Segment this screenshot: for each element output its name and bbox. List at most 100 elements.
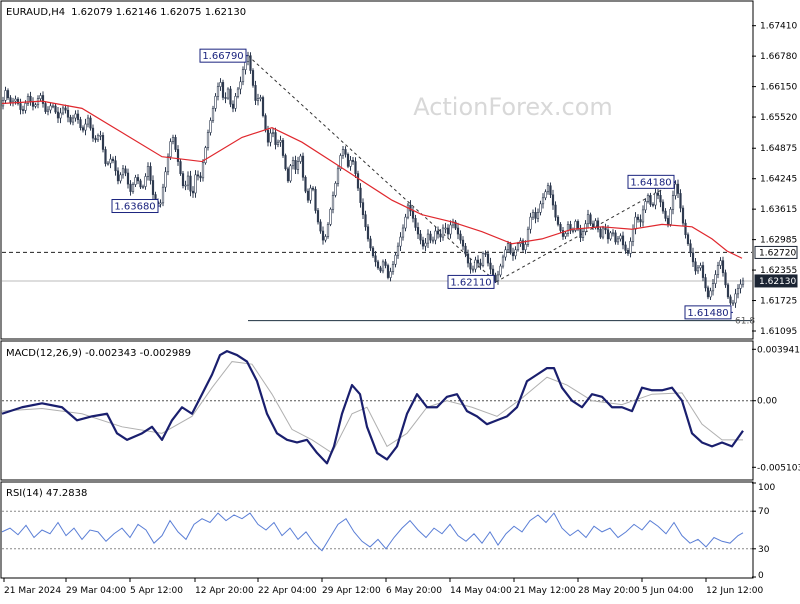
candle-body xyxy=(569,224,572,231)
candle-body xyxy=(711,283,715,292)
candle-body xyxy=(421,239,425,247)
candle-body xyxy=(639,219,642,223)
candle-body xyxy=(444,227,447,230)
candle-body xyxy=(441,227,445,238)
candle-body xyxy=(691,252,695,263)
candle-body xyxy=(101,135,105,150)
candle-body xyxy=(361,202,365,216)
macd-title: MACD(12,26,9) -0.002343 -0.002989 xyxy=(6,348,191,359)
candle-body xyxy=(664,210,667,219)
candle-body xyxy=(214,95,217,109)
candle-body xyxy=(696,267,700,272)
candle-body xyxy=(349,160,352,167)
candle-body xyxy=(516,243,520,251)
candle-body xyxy=(119,174,122,182)
candle-body xyxy=(234,95,237,109)
candle-body xyxy=(96,135,100,141)
candle-body xyxy=(659,195,662,203)
candle-body xyxy=(279,140,282,143)
candle-body xyxy=(391,263,395,272)
watermark: ActionForex.com xyxy=(413,93,613,121)
candle-body xyxy=(271,132,275,134)
macd-axis-label: 0.00 xyxy=(757,397,777,407)
candle-body xyxy=(511,252,515,257)
candle-body xyxy=(169,141,172,158)
candle-body xyxy=(356,173,360,189)
candle-body xyxy=(526,228,530,245)
candle-body xyxy=(661,201,665,212)
candle-body xyxy=(276,141,280,145)
candle-body xyxy=(166,156,170,173)
annotation-box xyxy=(684,305,732,320)
candle-body xyxy=(636,216,640,220)
candle-body xyxy=(159,202,162,205)
candle-body xyxy=(219,82,222,87)
candle-body xyxy=(26,95,30,104)
candle-body xyxy=(241,69,245,83)
axes-layer: 1.67410 1.66780 1.66150 1.65520 1.64875 1.642… xyxy=(3,22,800,596)
candle-body xyxy=(389,271,392,278)
candle-body xyxy=(736,288,740,295)
candle-body xyxy=(446,227,450,235)
candle-body xyxy=(249,55,252,71)
candle-body xyxy=(181,173,185,187)
candle-body xyxy=(579,228,582,238)
candle-body xyxy=(126,172,130,185)
price-axis-label: 1.67410 xyxy=(760,22,797,32)
candle-body xyxy=(239,81,242,90)
candle-body xyxy=(346,153,350,167)
candle-body xyxy=(374,255,377,263)
macd-line xyxy=(1,350,744,465)
candle-body xyxy=(254,85,257,101)
candle-body xyxy=(561,230,565,237)
candle-body xyxy=(649,195,652,205)
candle-body xyxy=(211,108,215,121)
candle-body xyxy=(89,117,92,129)
candle-body xyxy=(406,204,410,218)
candle-body xyxy=(506,243,510,251)
candle-body xyxy=(19,103,22,110)
candle-body xyxy=(179,161,182,174)
rsi-axis-label: 30 xyxy=(758,545,770,555)
candle-body xyxy=(626,250,630,254)
candle-body xyxy=(404,216,407,229)
candle-body xyxy=(29,95,32,102)
rsi-title: RSI(14) 47.2838 xyxy=(6,488,87,499)
candle-body xyxy=(129,183,132,192)
time-axis-label: 5 Apr 12:00 xyxy=(130,586,183,596)
candle-body xyxy=(56,111,60,119)
candle-body xyxy=(111,158,115,162)
candle-body xyxy=(231,103,235,109)
candle-body xyxy=(94,137,97,141)
candle-body xyxy=(256,98,260,101)
price-axis-label: 1.62355 xyxy=(760,266,797,276)
candle-body xyxy=(656,192,660,196)
candle-body xyxy=(294,160,297,170)
candle-body xyxy=(721,260,725,274)
time-axis-label: 12 Jun 12:00 xyxy=(706,586,763,596)
candle-body xyxy=(724,272,727,286)
candle-body xyxy=(44,103,47,112)
candle-body xyxy=(549,185,552,196)
candle-body xyxy=(651,204,655,206)
candle-body xyxy=(631,228,635,242)
candle-body xyxy=(576,221,580,230)
candle-body xyxy=(316,210,320,223)
candle-body xyxy=(16,98,20,104)
candle-body xyxy=(646,195,650,202)
candle-body xyxy=(116,170,120,182)
candle-body xyxy=(401,227,405,238)
candle-body xyxy=(224,97,227,99)
candle-body xyxy=(246,55,250,62)
candle-body xyxy=(99,135,102,137)
candle-body xyxy=(6,90,10,99)
candle-body xyxy=(424,242,427,247)
rsi-axis-label: 100 xyxy=(758,483,775,493)
candle-body xyxy=(364,214,367,228)
candle-body xyxy=(534,212,537,219)
candle-body xyxy=(281,140,285,156)
candle-body xyxy=(264,115,267,131)
candle-body xyxy=(604,227,607,231)
candle-body xyxy=(49,105,52,111)
